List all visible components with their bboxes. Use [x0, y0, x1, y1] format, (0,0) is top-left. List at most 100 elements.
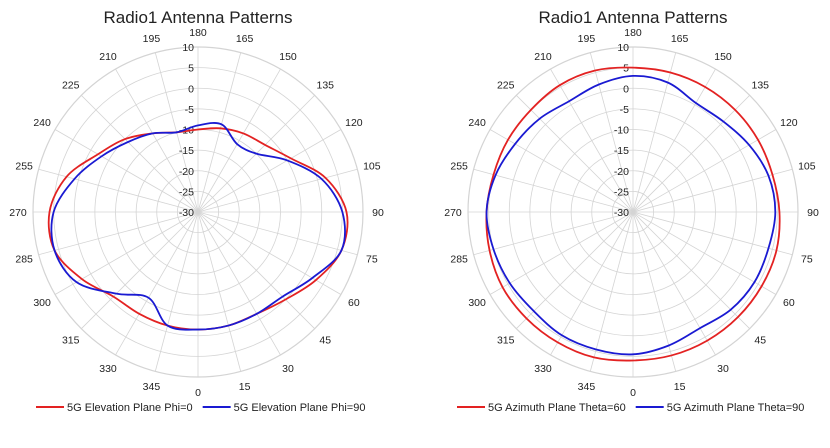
series-line-2	[50, 122, 346, 331]
angle-label: 180	[624, 27, 642, 39]
angle-label: 225	[62, 80, 80, 92]
angle-label: 75	[366, 254, 378, 266]
angle-label: 285	[450, 254, 468, 266]
angle-label: 315	[62, 334, 80, 346]
angle-label: 330	[534, 363, 552, 375]
grid-spoke	[473, 168, 634, 213]
angle-label: 315	[497, 334, 515, 346]
grid-spoke	[632, 168, 793, 213]
angle-label: 15	[674, 381, 686, 393]
grid-spoke	[632, 211, 777, 295]
angle-label: 180	[189, 27, 207, 39]
radial-tick-label: -15	[614, 145, 629, 157]
radial-tick-label: -30	[614, 207, 629, 219]
angle-label: 105	[798, 160, 816, 172]
grid-spoke	[38, 168, 199, 213]
series-line-2	[485, 74, 777, 356]
angle-label: 135	[317, 80, 335, 92]
radial-tick-label: -15	[179, 145, 194, 157]
angle-label: 165	[671, 33, 689, 45]
polar-chart-1: Radio1 Antenna Patterns01530456075901051…	[9, 8, 384, 414]
grid-spoke	[632, 95, 750, 213]
angle-label: 30	[282, 363, 294, 375]
grid-spoke	[550, 211, 634, 356]
chart-title: Radio1 Antenna Patterns	[538, 8, 727, 27]
grid-spoke	[197, 68, 281, 213]
series-line-1	[485, 66, 781, 362]
grid-spoke	[489, 211, 634, 295]
angle-label: 270	[444, 207, 462, 219]
angle-label: 270	[9, 207, 27, 219]
legend-label-1: 5G Elevation Plane Phi=0	[67, 402, 193, 414]
angle-label: 285	[15, 254, 33, 266]
grid-spoke	[115, 211, 199, 356]
grid-spoke	[197, 211, 281, 356]
grid-spoke	[197, 129, 342, 213]
angle-label: 120	[780, 117, 798, 129]
polar-chart-2: Radio1 Antenna Patterns01530456075901051…	[444, 8, 819, 414]
angle-label: 45	[319, 334, 331, 346]
angle-label: 0	[630, 387, 636, 399]
radial-tick-label: -30	[179, 207, 194, 219]
angle-label: 60	[783, 297, 795, 309]
angle-label: 120	[345, 117, 363, 129]
grid-spoke	[38, 211, 199, 256]
grid-spoke	[632, 211, 750, 329]
radial-tick-label: -5	[620, 104, 629, 116]
radial-tick-label: -5	[185, 104, 194, 116]
angle-label: 0	[195, 387, 201, 399]
radial-tick-label: 0	[623, 83, 629, 95]
grid-spoke	[197, 211, 358, 256]
grid-spoke	[197, 211, 242, 372]
series-line-1	[47, 127, 349, 331]
angle-label: 225	[497, 80, 515, 92]
angle-label: 300	[33, 297, 51, 309]
angle-label: 30	[717, 363, 729, 375]
grid-spoke	[632, 211, 793, 256]
grid-spoke	[197, 211, 342, 295]
angle-label: 135	[752, 80, 770, 92]
radial-tick-label: -10	[614, 125, 629, 137]
grid-spoke	[81, 211, 199, 329]
angle-label: 90	[372, 207, 384, 219]
radial-tick-label: -25	[614, 186, 629, 198]
angle-label: 330	[99, 363, 117, 375]
grid-spoke	[589, 211, 634, 372]
grid-spoke	[632, 211, 677, 372]
grid-spoke	[473, 211, 634, 256]
angle-label: 165	[236, 33, 254, 45]
angle-label: 240	[33, 117, 51, 129]
angle-label: 345	[143, 381, 161, 393]
angle-label: 195	[143, 33, 161, 45]
angle-label: 150	[279, 51, 297, 63]
angle-label: 300	[468, 297, 486, 309]
grid-spoke	[632, 129, 777, 213]
grid-spoke	[550, 68, 634, 213]
radial-tick-label: 10	[617, 42, 629, 54]
radial-tick-label: 5	[623, 63, 629, 75]
grid-spoke	[197, 211, 315, 329]
legend-label-2: 5G Azimuth Plane Theta=90	[667, 402, 805, 414]
grid-spoke	[54, 129, 199, 213]
grid-spoke	[115, 68, 199, 213]
grid-spoke	[516, 95, 634, 213]
angle-label: 105	[363, 160, 381, 172]
grid-spoke	[589, 52, 634, 213]
angle-label: 90	[807, 207, 819, 219]
angle-label: 255	[15, 160, 33, 172]
grid-spoke	[54, 211, 199, 295]
angle-label: 195	[578, 33, 596, 45]
grid-spoke	[81, 95, 199, 213]
grid-spoke	[632, 68, 716, 213]
grid-spoke	[197, 168, 358, 213]
grid-spoke	[632, 211, 716, 356]
radial-tick-label: -20	[614, 166, 629, 178]
legend-label-1: 5G Azimuth Plane Theta=60	[488, 402, 626, 414]
chart-title: Radio1 Antenna Patterns	[103, 8, 292, 27]
angle-label: 150	[714, 51, 732, 63]
radial-tick-label: 0	[188, 83, 194, 95]
radial-tick-label: 10	[182, 42, 194, 54]
angle-label: 60	[348, 297, 360, 309]
legend-label-2: 5G Elevation Plane Phi=90	[234, 402, 366, 414]
